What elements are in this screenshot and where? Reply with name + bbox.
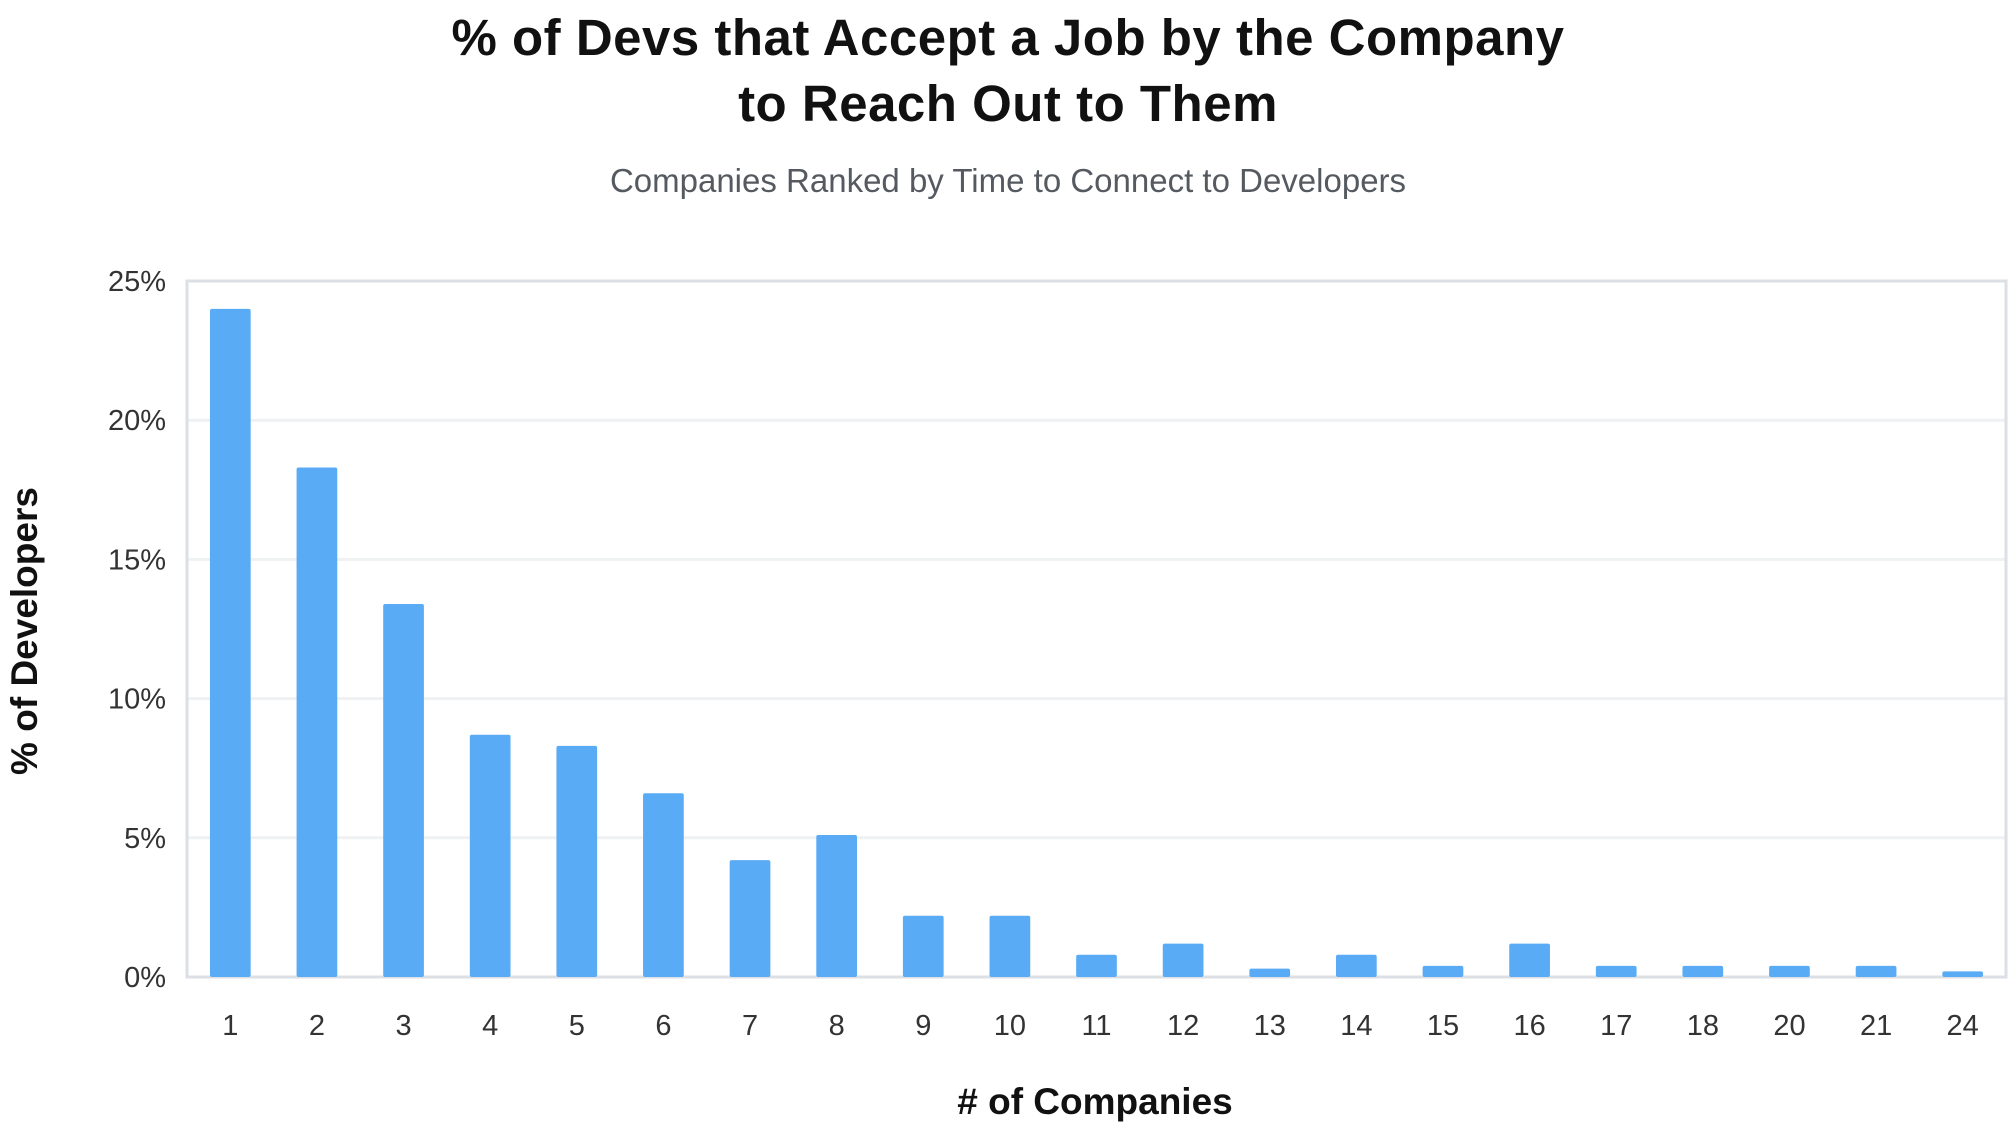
y-tick-label: 10%: [108, 684, 166, 716]
bar-6: [643, 793, 684, 977]
x-tick-label: 1: [222, 1010, 238, 1042]
y-axis-ticks: 0% 5% 10% 15% 20% 25%: [108, 266, 166, 994]
plot-area-frame: [185, 279, 2008, 979]
y-axis-title: % of Developers: [4, 487, 45, 775]
bar-18: [1682, 965, 1724, 977]
y-tick-label: 20%: [108, 405, 166, 437]
x-tick-label: 4: [482, 1010, 498, 1042]
x-tick-label: 10: [994, 1010, 1026, 1042]
gridlines: [187, 418, 2006, 840]
x-tick-label: 8: [829, 1010, 845, 1042]
bar-7: [729, 860, 771, 977]
x-tick-label: 15: [1427, 1010, 1459, 1042]
x-tick-label: 17: [1600, 1010, 1632, 1042]
x-axis-ticks: 1 2 3 4 5 6 7 8 9 10 11 12 13 14 15 16 17 18 20 21 24: [222, 1010, 1979, 1042]
bar-13: [1249, 968, 1291, 977]
x-tick-label: 21: [1860, 1010, 1892, 1042]
y-tick-label: 15%: [108, 544, 166, 576]
x-tick-label: 13: [1254, 1010, 1286, 1042]
bar-21: [1855, 965, 1897, 977]
bar-9: [902, 915, 944, 977]
x-tick-label: 12: [1167, 1010, 1199, 1042]
bar-16: [1509, 943, 1550, 977]
x-tick-label: 14: [1340, 1010, 1372, 1042]
y-tick-label: 5%: [124, 823, 166, 855]
bar-1: [209, 308, 251, 978]
x-tick-label: 20: [1773, 1010, 1805, 1042]
x-tick-label: 9: [915, 1010, 931, 1042]
bar-15: [1422, 965, 1464, 977]
chart-title-line-1: % of Devs that Accept a Job by the Compa…: [451, 9, 1565, 66]
bar-12: [1162, 943, 1204, 977]
bar-20: [1769, 965, 1810, 977]
bar-2: [296, 467, 338, 977]
chart-title-line-2: to Reach Out to Them: [738, 75, 1278, 132]
x-tick-label: 3: [395, 1010, 411, 1042]
bars: [209, 308, 1984, 978]
x-tick-label: 7: [742, 1010, 758, 1042]
y-tick-label: 25%: [108, 266, 166, 298]
chart-subtitle: Companies Ranked by Time to Connect to D…: [609, 162, 1407, 199]
bar-4: [469, 734, 511, 977]
x-tick-label: 6: [655, 1010, 671, 1042]
bar-10: [989, 915, 1031, 977]
x-tick-label: 2: [309, 1010, 325, 1042]
bar-8: [816, 835, 857, 977]
bar-11: [1076, 954, 1117, 977]
bar-5: [556, 745, 598, 977]
x-tick-label: 5: [569, 1010, 585, 1042]
bar-3: [383, 603, 424, 977]
x-tick-label: 18: [1687, 1010, 1719, 1042]
bar-17: [1595, 965, 1637, 977]
y-tick-label: 0%: [124, 962, 166, 994]
x-tick-label: 24: [1947, 1010, 1979, 1042]
x-axis-title: # of Companies: [957, 1081, 1233, 1122]
x-tick-label: 11: [1081, 1010, 1111, 1042]
bar-14: [1336, 954, 1377, 977]
x-tick-label: 16: [1513, 1010, 1545, 1042]
bar-24: [1942, 971, 1984, 977]
